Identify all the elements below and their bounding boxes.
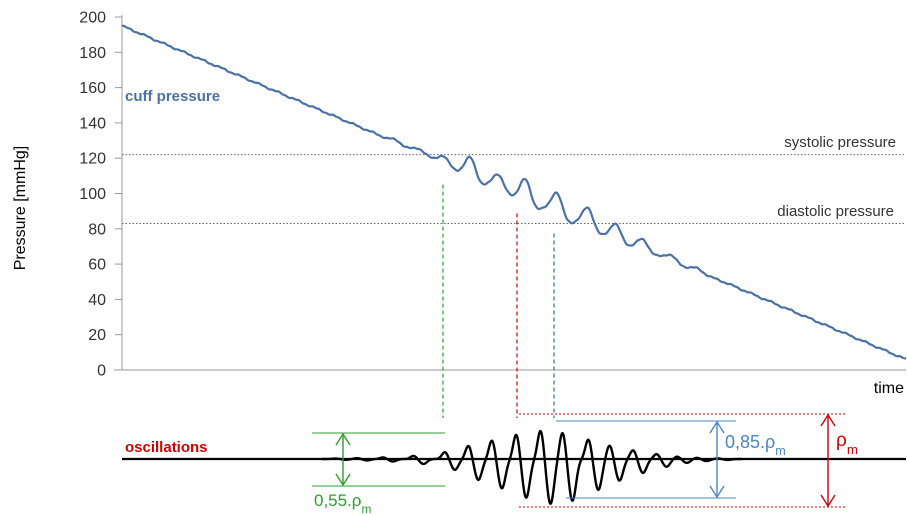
y-tick-label: 100	[79, 186, 106, 203]
y-axis-label: Pressure [mmHg]	[12, 146, 29, 270]
y-tick-label: 160	[79, 80, 106, 97]
p55-arrow	[335, 432, 351, 487]
y-tick-label: 20	[88, 327, 106, 344]
cuff-pressure-line	[121, 24, 907, 360]
oscillations-label: oscillations	[125, 439, 208, 456]
p55-label: 0,55.ρm	[314, 491, 371, 515]
p85-arrow	[709, 420, 725, 499]
link-lines	[442, 184, 555, 418]
p85-label: 0,85.ρm	[725, 432, 786, 458]
y-tick-label: 0	[97, 363, 106, 380]
pm-label: ρm	[836, 430, 858, 457]
x-axis-label: time	[874, 380, 904, 397]
y-tick-label: 120	[79, 151, 106, 168]
pm-arrow	[820, 413, 836, 508]
y-tick-label: 60	[88, 257, 106, 274]
y-tick-label: 140	[79, 115, 106, 132]
amplitude-markers: 0,55.ρm 0,85.ρm ρm	[312, 413, 858, 515]
y-tick-label: 80	[88, 221, 106, 238]
y-tick-label: 180	[79, 45, 106, 62]
y-tick-label: 200	[79, 10, 106, 27]
oscillations-series	[122, 429, 906, 505]
diastolic-pressure-label: diastolic pressure	[777, 203, 894, 220]
reference-lines	[122, 154, 906, 225]
y-axis: 0 20 40 60 80 100 120 140 160 180 200	[79, 10, 123, 380]
systolic-pressure-label: systolic pressure	[784, 134, 896, 151]
cuff-pressure-series	[121, 24, 907, 360]
y-tick-label: 40	[88, 292, 106, 309]
oscillations-line	[321, 429, 743, 505]
cuff-pressure-label: cuff pressure	[125, 88, 220, 105]
